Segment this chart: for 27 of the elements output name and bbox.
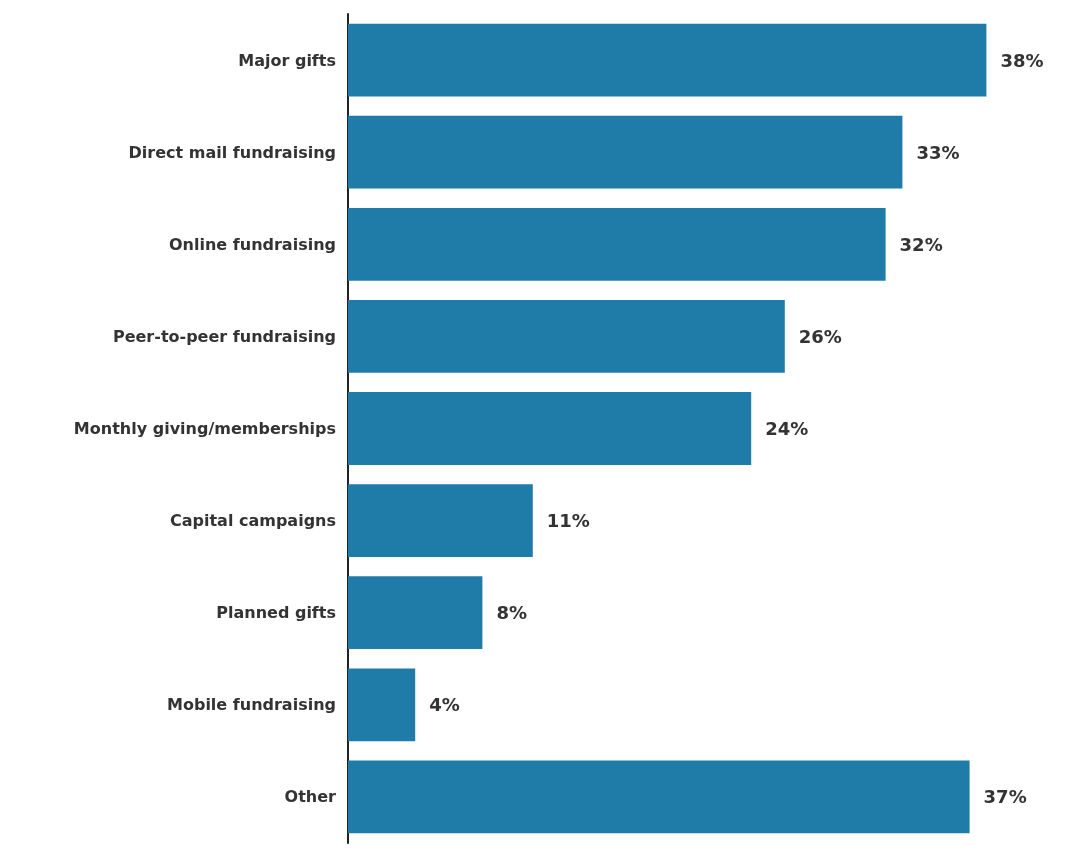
y-tick-label: Other [284, 787, 337, 807]
bar [348, 392, 752, 465]
data-label: 33% [916, 141, 960, 163]
y-tick-label: Direct mail fundraising [128, 142, 336, 162]
y-tick-label: Major gifts [238, 50, 336, 70]
y-tick-label: Online fundraising [169, 234, 336, 254]
y-tick-label: Monthly giving/memberships [73, 419, 336, 438]
bar [348, 23, 987, 97]
data-label: 32% [899, 233, 943, 255]
data-label: 24% [765, 418, 809, 439]
data-label: 8% [496, 602, 527, 624]
data-label: 11% [546, 510, 590, 532]
y-tick-label: Mobile fundraising [167, 695, 336, 715]
data-label: 4% [429, 694, 460, 716]
y-tick-label: Planned gifts [216, 603, 336, 623]
bar [348, 668, 416, 742]
y-tick-label: Peer-to-peer fundraising [112, 326, 336, 346]
bar [348, 760, 970, 834]
bar [348, 300, 785, 373]
data-label: 26% [798, 325, 842, 347]
bar [348, 207, 886, 281]
bar [348, 576, 483, 650]
data-label: 38% [1000, 49, 1044, 71]
y-tick-label: Capital campaigns [169, 511, 336, 531]
bar [348, 484, 533, 557]
data-label: 37% [983, 786, 1027, 808]
bar [348, 115, 903, 189]
